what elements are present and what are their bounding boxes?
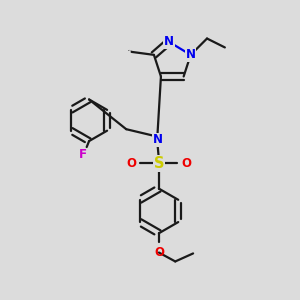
- Text: O: O: [126, 157, 136, 170]
- Text: N: N: [164, 35, 174, 48]
- Text: N: N: [186, 48, 196, 62]
- Text: methyl: methyl: [128, 50, 133, 51]
- Text: F: F: [79, 148, 86, 160]
- Text: N: N: [152, 133, 162, 146]
- Text: O: O: [154, 246, 164, 259]
- Text: S: S: [154, 156, 164, 171]
- Text: O: O: [182, 157, 192, 170]
